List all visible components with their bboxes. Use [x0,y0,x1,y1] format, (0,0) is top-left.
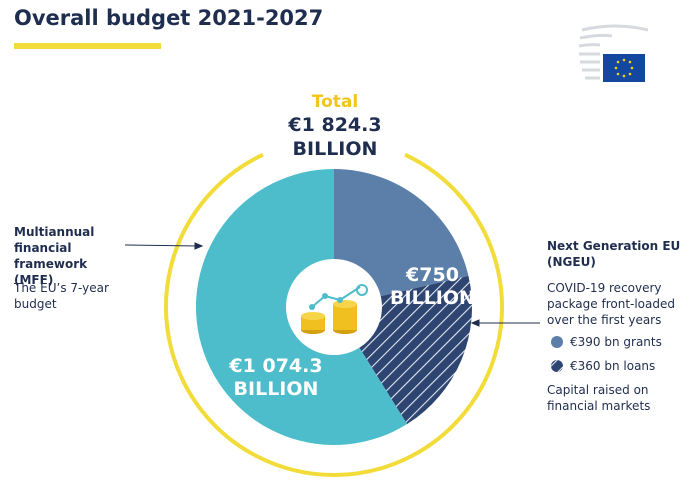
mff-value-label: €1 074.3 BILLION [229,355,323,400]
ngeu-name: Next Generation EU (NGEU) [547,239,681,269]
ngeu-description: COVID-19 recovery package front-loaded o… [547,281,675,327]
title-underline [14,43,161,49]
total-label: €1 824.3 BILLION [288,114,382,160]
legend-label: €360 bn loans [570,359,656,373]
legend-marker [551,336,563,348]
legend-marker [551,360,563,372]
mff-description: The EU’s 7-year budget [14,281,109,311]
pie-slice [334,169,469,307]
total-title: Total [311,92,359,112]
mff-name: Multiannual financial framework (MFF) [14,225,95,287]
legend-label: €390 bn grants [570,335,662,349]
arrows [124,242,540,327]
total-ring [164,152,504,477]
eu-logo [578,24,649,82]
chart-title: Overall budget 2021-2027 [14,6,324,30]
coins-icon [301,284,368,334]
ngeu-value-label: €750 BILLION [390,264,475,309]
ngeu-note: Capital raised on financial markets [547,383,651,413]
